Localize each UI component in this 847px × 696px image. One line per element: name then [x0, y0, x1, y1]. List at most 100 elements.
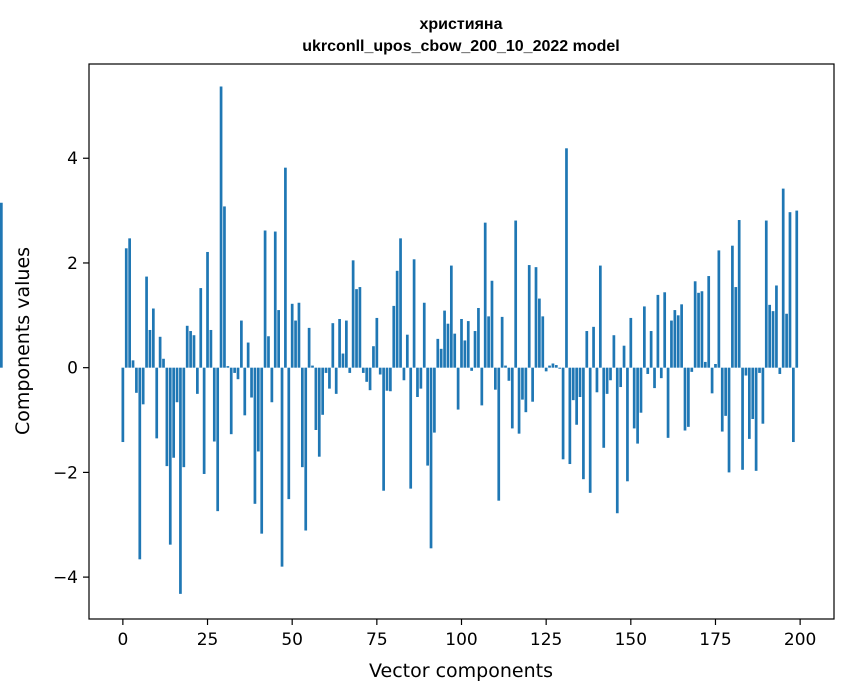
- bar: [720, 367, 724, 432]
- bar: [280, 367, 284, 567]
- bar: [517, 367, 521, 434]
- bar: [243, 367, 247, 416]
- bar: [212, 367, 216, 442]
- bar: [548, 365, 551, 368]
- bar: [399, 238, 402, 368]
- bar: [358, 287, 362, 368]
- bar: [680, 304, 683, 368]
- bar: [588, 367, 592, 493]
- y-axis-label: Components values: [12, 247, 34, 435]
- x-tick-label: 50: [281, 630, 303, 650]
- x-tick-label: 0: [117, 630, 128, 650]
- bar: [294, 320, 297, 368]
- bar: [754, 367, 758, 471]
- bar: [531, 367, 534, 402]
- bar: [345, 320, 348, 368]
- bar: [267, 336, 270, 368]
- bar: [504, 365, 507, 368]
- bar: [284, 167, 287, 368]
- bar: [192, 335, 196, 368]
- bar: [466, 321, 470, 368]
- bar: [578, 367, 582, 397]
- bar: [236, 367, 240, 380]
- bar: [128, 238, 131, 368]
- bar: [768, 304, 772, 368]
- bar: [229, 367, 233, 435]
- x-axis-label: Vector components: [369, 660, 553, 682]
- bar: [473, 331, 477, 368]
- bar: [670, 320, 673, 368]
- bar: [639, 367, 643, 413]
- bar: [145, 276, 148, 368]
- bar: [307, 327, 311, 368]
- bar: [656, 294, 660, 368]
- bar: [626, 367, 629, 482]
- bar: [683, 367, 687, 431]
- bar: [659, 367, 663, 379]
- bar: [131, 360, 135, 368]
- bar: [246, 342, 250, 368]
- bar: [744, 367, 748, 376]
- bar: [592, 326, 595, 368]
- bar: [124, 248, 128, 368]
- bar: [368, 367, 372, 391]
- bar: [514, 220, 518, 368]
- bar: [402, 367, 406, 381]
- y-tick-label: 2: [67, 254, 78, 274]
- bar: [240, 320, 243, 368]
- bar: [158, 336, 162, 368]
- bar: [571, 367, 575, 401]
- bar: [707, 276, 711, 368]
- bars-group: [0, 86, 799, 594]
- bar: [690, 367, 694, 372]
- bar: [372, 346, 375, 368]
- bar: [497, 367, 501, 501]
- bar: [182, 367, 186, 468]
- bar: [324, 367, 328, 373]
- bar: [751, 367, 755, 419]
- bar: [737, 220, 741, 368]
- bar: [792, 367, 795, 443]
- y-tick-label: −4: [53, 568, 78, 588]
- bar: [260, 367, 264, 534]
- bar: [209, 329, 213, 368]
- bar: [361, 367, 365, 373]
- bar: [453, 333, 457, 368]
- bar: [771, 311, 775, 368]
- bar: [148, 329, 152, 368]
- bar: [632, 367, 636, 429]
- bar: [216, 367, 220, 512]
- bar: [687, 367, 690, 427]
- bar: [155, 367, 159, 439]
- bar: [141, 367, 145, 405]
- bar: [524, 367, 528, 413]
- bar: [741, 367, 744, 470]
- x-tick-label: 150: [615, 630, 647, 650]
- bar: [619, 367, 623, 388]
- bar: [595, 367, 599, 393]
- bar: [544, 367, 548, 372]
- bar: [297, 302, 301, 368]
- bar: [405, 334, 409, 368]
- bar: [534, 267, 538, 368]
- bar: [538, 298, 541, 368]
- bar: [185, 325, 189, 368]
- bar: [724, 367, 727, 416]
- bar: [666, 367, 670, 438]
- bar: [551, 363, 555, 368]
- bar: [256, 367, 260, 452]
- bar: [483, 222, 487, 368]
- x-axis-ticks: 0 25 50 75 100 125 150 175 200: [117, 619, 816, 650]
- chart-subtitle: ukrconll_upos_cbow_200_10_2022 model: [302, 38, 619, 55]
- bar: [700, 291, 704, 368]
- bar: [582, 367, 585, 480]
- bar: [277, 310, 280, 368]
- bar: [781, 188, 785, 368]
- bar: [165, 367, 169, 467]
- bar: [348, 367, 352, 373]
- bar: [250, 367, 253, 398]
- x-tick-label: 100: [445, 630, 477, 650]
- x-tick-label: 175: [699, 630, 731, 650]
- bar: [568, 367, 572, 465]
